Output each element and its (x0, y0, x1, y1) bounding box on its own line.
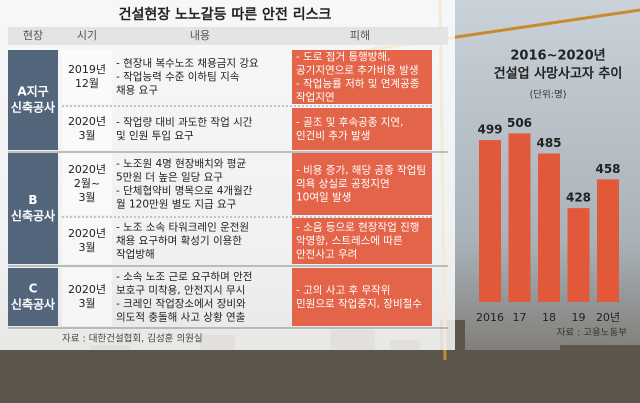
value-label: 458 (595, 162, 620, 176)
content-text: - 현장내 복수노조 채용금지 강요 (116, 58, 259, 70)
site-label: A지구 (17, 84, 48, 99)
content-text: - 작업능력 수준 이하팀 지속 (116, 70, 240, 83)
content-text: 및 인원 투입 요구 (116, 129, 194, 142)
header-band (8, 27, 448, 45)
content-text: - 단체협약비 명목으로 4개월간 (116, 184, 253, 197)
column-header: 피해 (350, 28, 370, 42)
table-title: 건설현장 노노갈등 따른 안전 리스크 (119, 6, 332, 23)
content-text: 5만원 더 높은 일당 요구 (116, 170, 223, 183)
bar (508, 133, 531, 302)
value-label: 428 (566, 191, 591, 205)
site-cell (8, 50, 58, 150)
damage-text: 공기지연으로 추가비용 발생 (296, 64, 419, 76)
date-cell (62, 108, 112, 150)
content-text: 월 120만원 별도 지급 요구 (116, 198, 237, 210)
chart-source: 자료 : 고용노동부 (557, 328, 628, 339)
table-source: 자료 : 대한건설협회, 김성훈 의원실 (62, 333, 203, 345)
site-cell (8, 153, 58, 264)
date-text: 3월 (78, 129, 95, 142)
damage-text: - 소음 등으로 현장작업 진행 (296, 221, 419, 234)
date-text: 2월~ (74, 177, 100, 190)
bar (597, 179, 619, 302)
site-label: 신축공사 (11, 100, 55, 115)
damage-text: 안전사고 우려 (296, 249, 357, 261)
date-text: 2020년 (68, 283, 106, 296)
site-label: B (28, 193, 37, 207)
site-label: 신축공사 (11, 297, 55, 312)
date-text: 12월 (75, 77, 99, 90)
site-label: 신축공사 (11, 208, 55, 223)
damage-cell (292, 218, 432, 264)
bar (479, 140, 501, 302)
date-text: 3월 (78, 297, 95, 310)
site-label: C (29, 282, 38, 296)
damage-text: - 골조 및 후속공종 지연, (296, 116, 403, 128)
damage-cell (292, 108, 432, 150)
damage-text: 민원으로 작업중지, 장비철수 (296, 297, 422, 310)
value-label: 499 (477, 123, 502, 137)
content-text: - 작업량 대비 과도한 작업 시간 (116, 115, 253, 128)
date-text: 2020년 (68, 163, 106, 176)
damage-text: 의욕 상실로 공정지연 (296, 178, 390, 190)
date-text: 3월 (78, 191, 95, 204)
date-text: 2020년 (68, 115, 106, 128)
x-tick-label: 18 (542, 311, 556, 324)
value-label: 506 (507, 116, 532, 130)
x-tick-label: 19 (572, 311, 586, 324)
value-label: 485 (536, 136, 561, 150)
x-tick-label: 17 (513, 311, 527, 324)
bar (567, 208, 590, 302)
damage-text: - 작업능률 저하 및 연계공종 (296, 77, 420, 90)
content-text: 보호구 미착용, 안전지시 무시 (116, 284, 245, 296)
date-cell (62, 153, 112, 215)
date-cell (62, 268, 112, 326)
damage-text: - 고의 사고 후 무작위 (296, 283, 390, 296)
damage-text: 작업지연 (296, 90, 335, 103)
x-tick-label: 2016 (476, 311, 504, 324)
content-text: - 노조원 4명 현장배치와 평균 (116, 158, 246, 170)
date-cell (62, 218, 112, 264)
damage-text: 10여일 발생 (296, 191, 351, 204)
column-header: 시기 (77, 29, 97, 42)
damage-text: 악영향, 스트레스에 따른 (296, 235, 403, 247)
column-header: 내용 (190, 29, 210, 42)
chart-title: 건설업 사망사고자 추이 (494, 66, 623, 82)
site-cell (8, 268, 58, 326)
date-text: 2019년 (68, 63, 106, 76)
damage-cell (292, 268, 432, 326)
content-text: 의도적 충돌해 사고 상황 연출 (116, 310, 246, 323)
content-text: - 소속 노조 근로 요구하며 안전 (116, 270, 252, 283)
damage-text: - 도로 점거 통행방해, (296, 50, 390, 63)
column-header: 현장 (23, 29, 43, 42)
date-text: 2020년 (68, 227, 106, 240)
content-text: 채용 요구하며 확성기 이용한 (116, 234, 242, 247)
date-text: 3월 (78, 241, 95, 254)
x-tick-label: 20년 (596, 311, 620, 324)
chart-subtitle: (단위:명) (530, 89, 567, 101)
date-cell (62, 50, 112, 104)
damage-cell (292, 153, 432, 215)
damage-text: - 비용 증가, 해당 공종 작업팀 (296, 164, 426, 177)
content-text: - 노조 소속 타워크레인 운전원 (116, 221, 249, 234)
damage-cell (292, 50, 432, 104)
chart-title: 2016~2020년 (510, 49, 605, 64)
bar (538, 153, 560, 302)
content-text: 작업방해 (116, 248, 155, 261)
damage-text: 인건비 추가 발생 (296, 130, 370, 142)
content-text: - 크레인 작업장소에서 장비와 (116, 297, 246, 310)
content-text: 채용 요구 (116, 85, 158, 97)
